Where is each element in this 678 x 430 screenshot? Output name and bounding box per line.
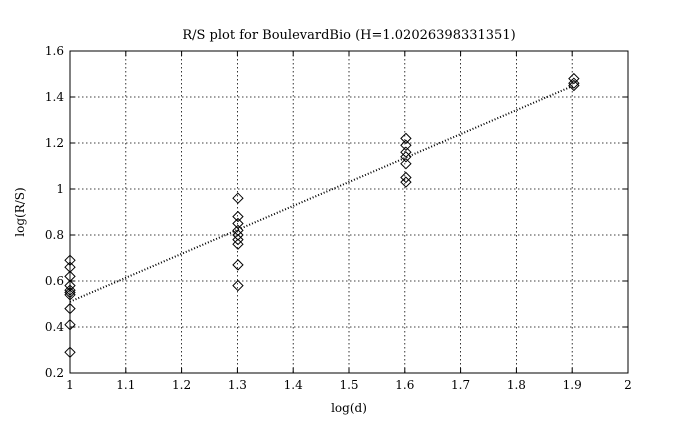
data-point <box>64 286 76 299</box>
y-tick-label: 0.4 <box>45 320 64 334</box>
x-tick-label: 2 <box>624 378 632 392</box>
data-point <box>568 72 580 85</box>
y-tick-label: 0.2 <box>45 366 64 380</box>
data-point <box>400 176 412 188</box>
data-point <box>232 279 244 292</box>
data-point <box>64 346 76 359</box>
x-tick-label: 1 <box>66 378 74 392</box>
data-point <box>64 270 76 283</box>
data-point <box>232 224 244 237</box>
x-axis-label: log(d) <box>331 401 367 415</box>
data-point <box>400 132 412 145</box>
data-point <box>64 261 76 273</box>
data-point <box>232 192 244 204</box>
y-tick-label: 1.2 <box>45 136 64 150</box>
data-point <box>400 139 412 152</box>
y-tick-label: 0.8 <box>45 228 64 242</box>
data-point <box>64 254 76 267</box>
x-tick-label: 1.2 <box>172 378 191 392</box>
data-point <box>400 151 412 163</box>
data-point <box>400 157 412 170</box>
x-tick-label: 1.3 <box>228 378 247 392</box>
axis-ticks: 1 1.1 1.2 1.3 1.4 1.5 1.6 1.7 1.8 1.9 2 0.2 0.4 0.6 0.… <box>45 44 632 392</box>
chart-title: R/S plot for BoulevardBio (H=1.020263983… <box>182 28 515 43</box>
data-point <box>64 318 76 331</box>
x-tick-label: 1.4 <box>284 378 303 392</box>
y-tick-label: 1.6 <box>45 44 64 58</box>
y-tick-label: 1 <box>56 182 64 196</box>
data-point <box>400 171 412 184</box>
fit-line-group <box>69 84 575 303</box>
data-point <box>568 77 580 89</box>
x-tick-label: 1.5 <box>339 378 358 392</box>
data-point <box>232 233 244 246</box>
fit-line <box>69 84 575 303</box>
y-tick-label: 1.4 <box>45 90 64 104</box>
data-point <box>64 289 76 301</box>
x-tick-label: 1.7 <box>451 378 470 392</box>
data-point <box>400 146 412 158</box>
grid-lines <box>70 51 628 373</box>
data-point <box>232 259 244 271</box>
data-point <box>232 238 244 250</box>
data-point <box>64 284 76 296</box>
data-points <box>64 72 580 359</box>
x-tick-label: 1.1 <box>116 378 135 392</box>
x-tick-label: 1.6 <box>395 378 414 392</box>
data-point <box>568 79 580 92</box>
x-tick-label: 1.9 <box>563 378 582 392</box>
y-tick-label: 0.6 <box>45 274 64 288</box>
data-point <box>232 210 244 223</box>
data-point <box>64 279 76 292</box>
y-axis-label: log(R/S) <box>13 187 27 236</box>
data-point <box>64 302 76 315</box>
x-tick-label: 1.8 <box>507 378 526 392</box>
data-point <box>232 217 244 230</box>
data-point <box>232 229 244 241</box>
